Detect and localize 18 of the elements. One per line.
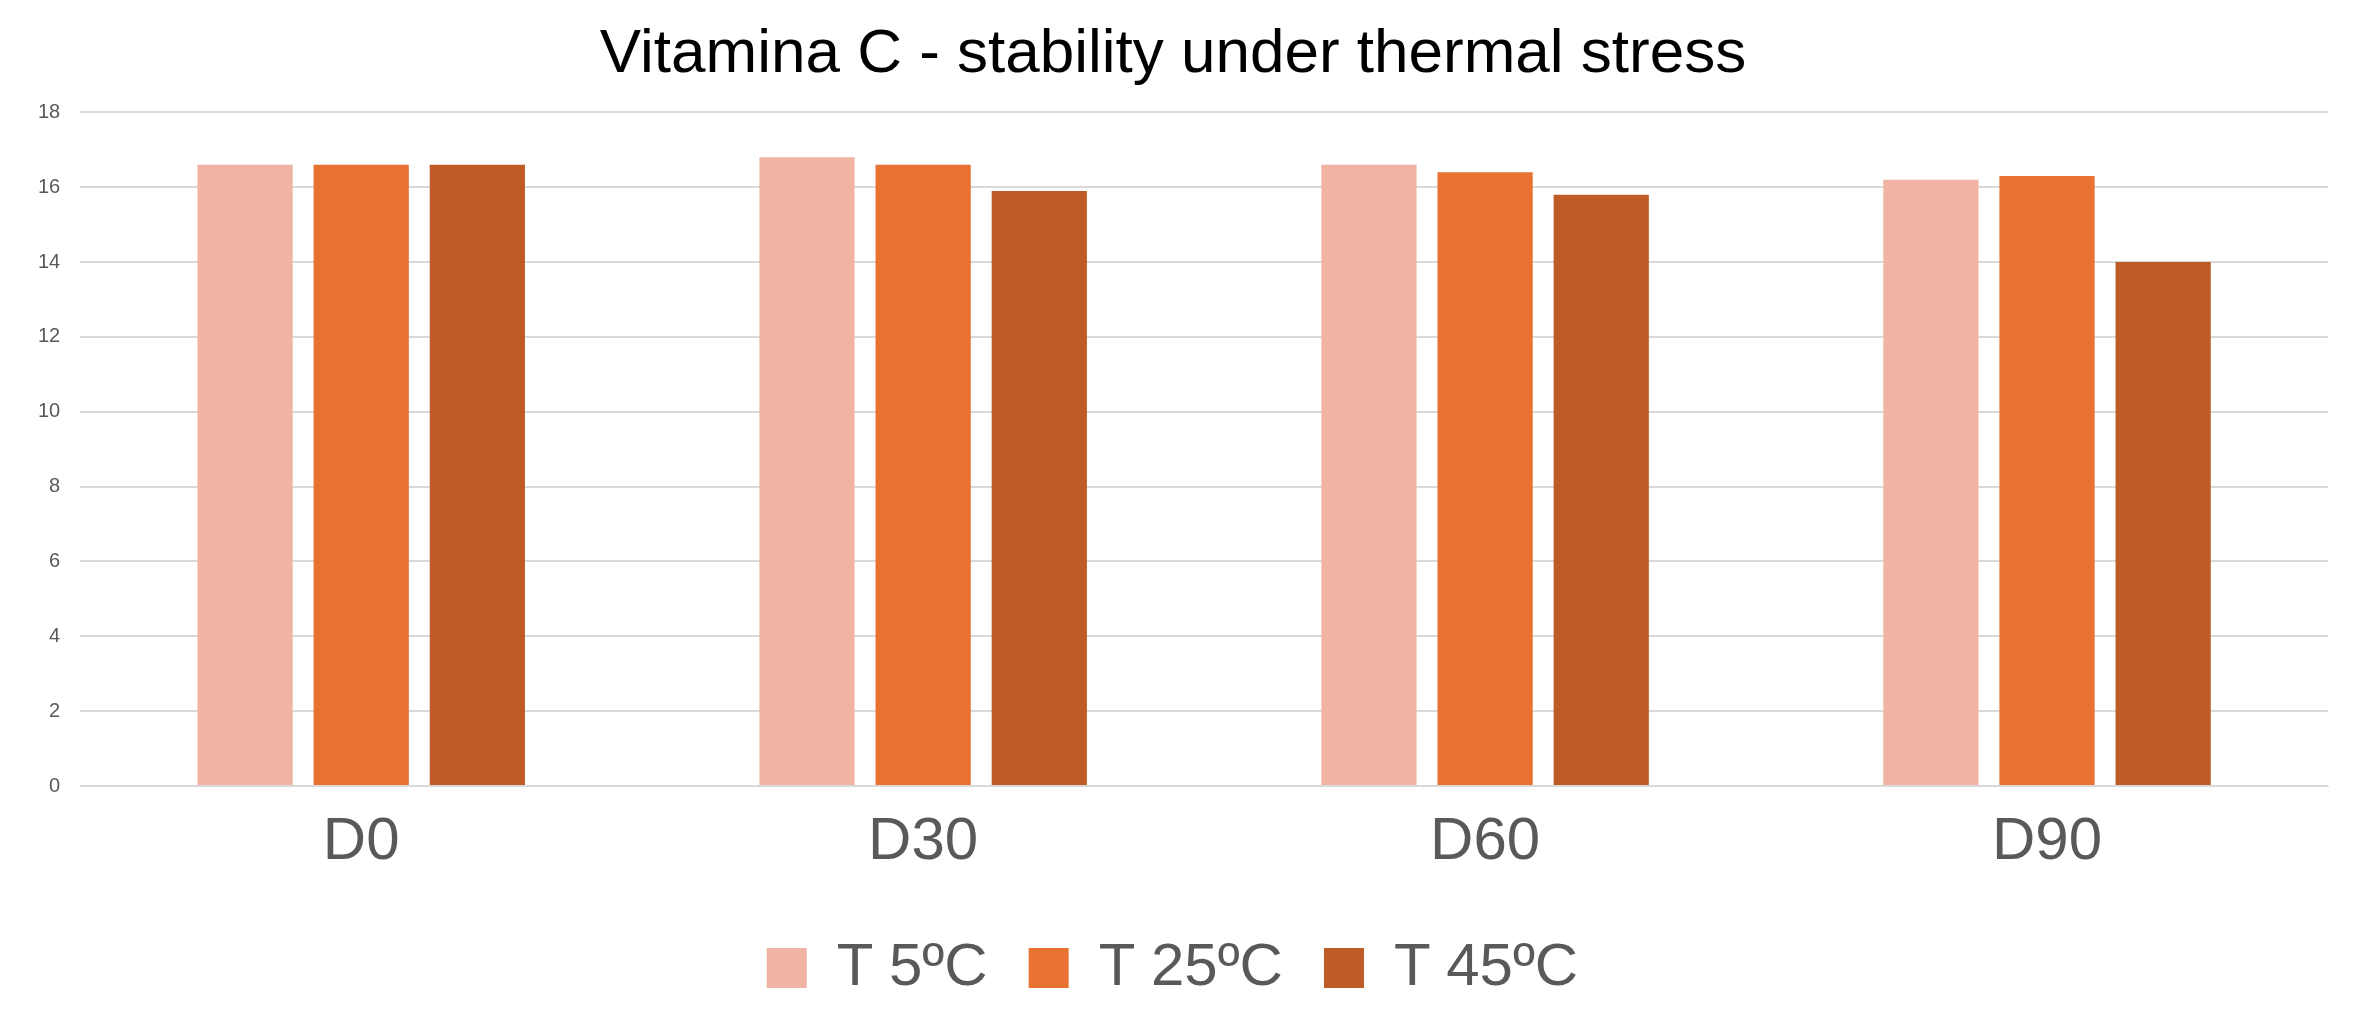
legend-label: T 25ºC: [1098, 930, 1283, 998]
x-tick-label: D0: [322, 804, 400, 872]
y-tick-label: 14: [38, 249, 61, 272]
chart-title: Vitamina C - stability under thermal stress: [599, 16, 1747, 86]
y-tick-label: 2: [49, 698, 61, 721]
y-tick-label: 18: [38, 99, 61, 122]
x-tick-label: D90: [1991, 804, 2103, 872]
y-tick-label: 12: [38, 324, 61, 347]
y-tick-label: 4: [49, 623, 61, 646]
y-tick-label: 10: [38, 399, 61, 422]
legend-label: T 45ºC: [1393, 930, 1579, 998]
y-tick-label: 0: [49, 773, 61, 796]
x-tick-label: D30: [868, 804, 979, 872]
x-tick-label: D60: [1430, 804, 1541, 872]
y-tick-label: 16: [38, 174, 61, 197]
y-tick-label: 8: [49, 474, 61, 497]
y-tick-label: 6: [49, 548, 61, 571]
legend-label: T 5ºC: [836, 930, 988, 998]
